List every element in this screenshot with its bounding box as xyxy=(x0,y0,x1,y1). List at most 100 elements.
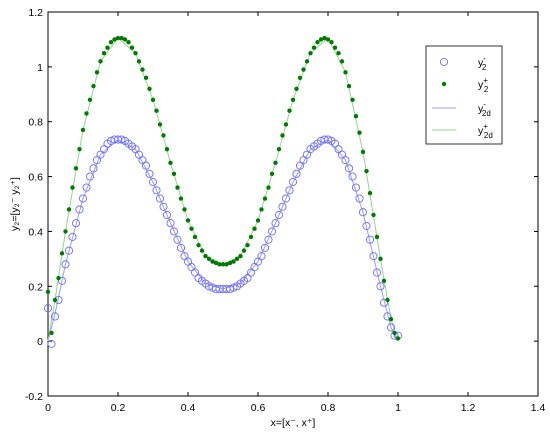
data-point-open-circle xyxy=(274,210,284,220)
data-point-open-circle xyxy=(323,135,333,144)
data-point-filled-dot xyxy=(56,275,61,281)
data-point-filled-dot xyxy=(206,256,212,262)
data-point-open-circle xyxy=(225,284,235,294)
data-point-filled-dot xyxy=(192,234,198,240)
data-point-filled-dot xyxy=(276,146,282,152)
data-point-filled-dot xyxy=(77,146,82,152)
data-point-open-circle xyxy=(68,232,77,241)
data-point-filled-dot xyxy=(126,39,131,45)
data-point-filled-dot xyxy=(164,146,170,152)
x-tick-label: 1.2 xyxy=(461,402,476,414)
legend-subscript: 2d xyxy=(484,131,493,140)
data-point-open-circle xyxy=(278,202,287,211)
x-tick-label: 0.8 xyxy=(321,402,336,414)
data-point-open-circle xyxy=(365,235,375,244)
data-point-filled-dot xyxy=(308,50,313,56)
y-axis-label: y₂=[y₂⁻ y₂⁺] xyxy=(9,177,21,231)
data-point-open-circle xyxy=(348,172,357,181)
y-tick-label: 1 xyxy=(37,62,43,74)
data-point-filled-dot xyxy=(80,127,86,133)
data-point-open-circle xyxy=(369,252,378,261)
data-point-filled-dot xyxy=(255,218,261,223)
legend-label-0: y-2 xyxy=(478,54,487,72)
data-point-filled-dot xyxy=(73,166,79,171)
y-tick-label: 0.2 xyxy=(28,281,43,293)
plot-area: 0 0.2 0.4 0.6 0.8 1 1.2 1.4-0.200.20.40.60.811.… xyxy=(9,7,545,429)
data-point-filled-dot xyxy=(105,45,110,50)
data-point-filled-dot xyxy=(140,67,145,72)
x-tick-label: 0.4 xyxy=(181,402,196,414)
x-axis-label: x=[x⁻, x⁺] xyxy=(271,417,316,429)
data-point-open-circle xyxy=(71,219,81,228)
data-point-filled-dot xyxy=(364,168,369,174)
data-point-open-circle xyxy=(257,252,266,261)
data-point-filled-dot xyxy=(224,262,229,267)
data-point-open-circle xyxy=(61,260,70,269)
y-tick-label: 0.6 xyxy=(28,172,43,184)
data-point-filled-dot xyxy=(339,59,345,64)
legend-superscript: + xyxy=(483,122,488,131)
data-point-open-circle xyxy=(176,243,186,252)
data-point-filled-dot xyxy=(395,336,401,341)
data-point-open-circle xyxy=(260,243,270,252)
data-point-open-circle xyxy=(64,246,74,255)
legend-base: y xyxy=(478,79,484,91)
data-point-open-circle xyxy=(117,135,126,144)
data-point-open-circle xyxy=(173,235,182,244)
data-point-open-circle xyxy=(141,161,151,170)
data-point-filled-dot xyxy=(357,130,362,135)
data-point-open-circle xyxy=(152,186,161,195)
legend-subscript: 2 xyxy=(482,63,487,72)
data-point-open-circle xyxy=(355,194,364,203)
data-point-filled-dot xyxy=(283,122,289,127)
data-point-filled-dot xyxy=(45,289,51,294)
data-point-open-circle xyxy=(386,323,396,332)
data-point-filled-dot xyxy=(178,196,184,201)
data-point-filled-dot xyxy=(318,37,324,42)
data-point-filled-dot xyxy=(66,207,72,212)
data-point-filled-dot xyxy=(350,97,355,102)
data-point-open-circle xyxy=(148,178,158,187)
data-point-open-circle xyxy=(47,339,56,348)
data-point-open-circle xyxy=(264,235,273,244)
data-point-open-circle xyxy=(372,268,382,277)
data-point-filled-dot xyxy=(133,50,138,56)
data-point-open-circle xyxy=(78,194,88,203)
data-point-open-circle xyxy=(288,178,298,187)
data-point-filled-dot xyxy=(280,133,285,138)
data-point-open-circle xyxy=(285,186,294,195)
data-point-open-circle xyxy=(145,169,154,178)
data-point-filled-dot xyxy=(196,242,201,248)
data-point-filled-dot xyxy=(245,242,250,248)
data-point-filled-dot xyxy=(325,37,331,42)
data-point-filled-dot xyxy=(322,35,327,41)
data-point-filled-dot xyxy=(98,59,103,64)
data-point-filled-dot xyxy=(147,86,152,92)
y-tick-label: 0 xyxy=(37,336,43,348)
data-point-filled-dot xyxy=(297,75,303,81)
data-point-filled-dot xyxy=(182,207,187,212)
data-point-filled-dot xyxy=(392,330,397,336)
y-tick-label: 0.4 xyxy=(28,226,43,238)
data-point-filled-dot xyxy=(381,278,387,283)
data-point-filled-dot xyxy=(238,253,243,259)
data-point-filled-dot xyxy=(84,111,89,116)
legend-superscript: + xyxy=(483,76,488,85)
data-point-filled-dot xyxy=(87,97,93,102)
x-tick-label: 1 xyxy=(395,402,401,414)
data-point-filled-dot xyxy=(329,39,334,45)
x-tick-label: 0.6 xyxy=(251,402,266,414)
data-point-filled-dot xyxy=(154,108,159,113)
data-point-filled-dot xyxy=(143,75,149,81)
data-point-filled-dot xyxy=(315,39,320,45)
data-point-open-circle xyxy=(229,283,238,292)
data-point-filled-dot xyxy=(273,160,278,166)
legend-marker-open-circle xyxy=(439,57,449,67)
legend-superscript: - xyxy=(483,54,486,63)
data-point-open-circle xyxy=(159,202,168,211)
data-point-filled-dot xyxy=(252,226,257,231)
data-point-open-circle xyxy=(89,164,98,173)
data-point-filled-dot xyxy=(360,149,366,155)
data-point-filled-dot xyxy=(217,262,222,267)
data-point-filled-dot xyxy=(175,185,180,190)
